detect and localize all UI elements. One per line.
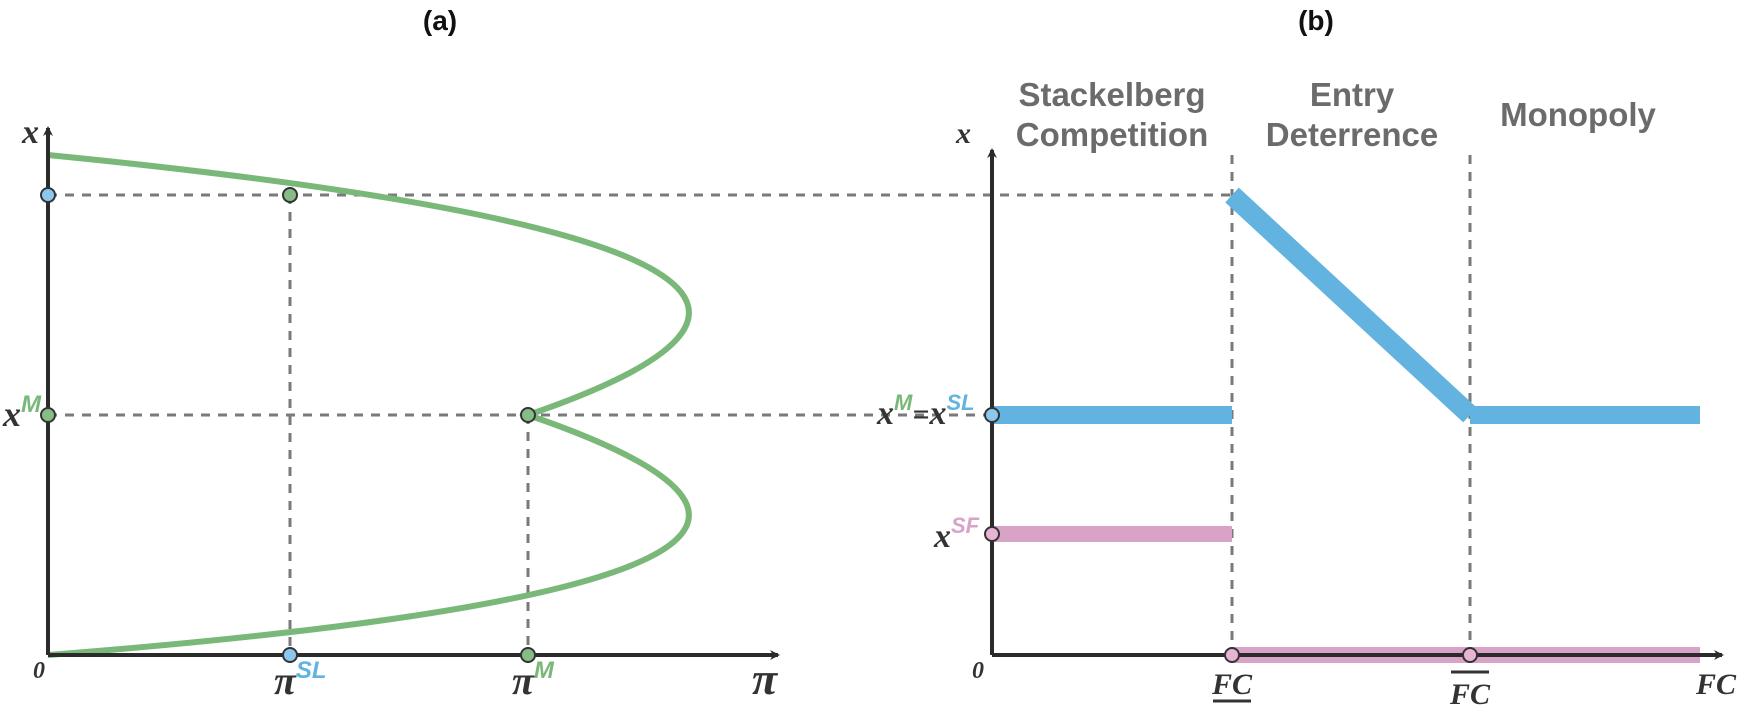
panel-a-y-axis-label: x <box>21 114 39 151</box>
marker-pi-sl <box>282 647 298 663</box>
pi-sl-label: πSL <box>274 657 327 703</box>
b-xsl-base: x <box>928 395 946 432</box>
marker-b-xsl <box>984 407 1000 423</box>
region-stackelberg-line1: Stackelberg <box>1018 76 1205 113</box>
panel-a-x-axis-label: π <box>752 653 779 704</box>
marker-b-fc-high <box>1462 647 1478 663</box>
pi-sl-base: π <box>274 658 297 703</box>
marker-b-xsf <box>984 526 1000 542</box>
fc-high-label: FC <box>1449 678 1491 710</box>
blue-segment-deterrence <box>1225 187 1477 423</box>
panel-b-label: (b) <box>1298 5 1334 36</box>
marker-y-sl <box>40 187 56 203</box>
xm-sup: M <box>21 391 42 418</box>
profit-curve <box>47 152 692 658</box>
pi-sl-sup: SL <box>296 657 327 684</box>
b-xsf-sup: SF <box>951 513 980 538</box>
panel-b-origin: 0 <box>972 658 984 684</box>
region-entry-line2: Deterrence <box>1266 116 1438 153</box>
pi-m-base: π <box>512 658 535 703</box>
marker-y-m <box>40 407 56 423</box>
b-equals: = <box>912 398 929 431</box>
region-entry-line1: Entry <box>1310 76 1395 113</box>
b-xm-base: x <box>876 395 894 432</box>
b-xm-sup: M <box>894 390 913 415</box>
b-xsl-sup: SL <box>946 390 974 415</box>
panel-b-x-axis-label: FC <box>1695 668 1737 701</box>
panel-a-label: (a) <box>423 5 457 36</box>
fc-low-label: FC <box>1211 668 1253 701</box>
xsf-label: xSF <box>933 513 980 555</box>
panel-b: (b) Stackelberg Competition Entry Deterr… <box>876 5 1737 710</box>
marker-b-fc-low <box>1224 647 1240 663</box>
region-monopoly: Monopoly <box>1500 96 1656 133</box>
xm-base: x <box>2 394 21 434</box>
panel-b-y-axis-label: x <box>955 117 971 150</box>
panel-a: (a) x π 0 xM πSL πM <box>2 5 1232 704</box>
marker-curve-sl <box>282 187 298 203</box>
pi-m-sup: M <box>534 657 555 684</box>
xm-equals-xsl-label: xM=xSL <box>876 390 975 432</box>
marker-pi-m <box>520 647 536 663</box>
region-stackelberg-line2: Competition <box>1016 116 1208 153</box>
b-xsf-base: x <box>933 518 951 555</box>
panel-a-origin: 0 <box>33 658 45 684</box>
marker-curve-max <box>520 407 536 423</box>
pi-m-label: πM <box>512 657 555 703</box>
panel-a-xm-label: xM <box>2 391 42 434</box>
